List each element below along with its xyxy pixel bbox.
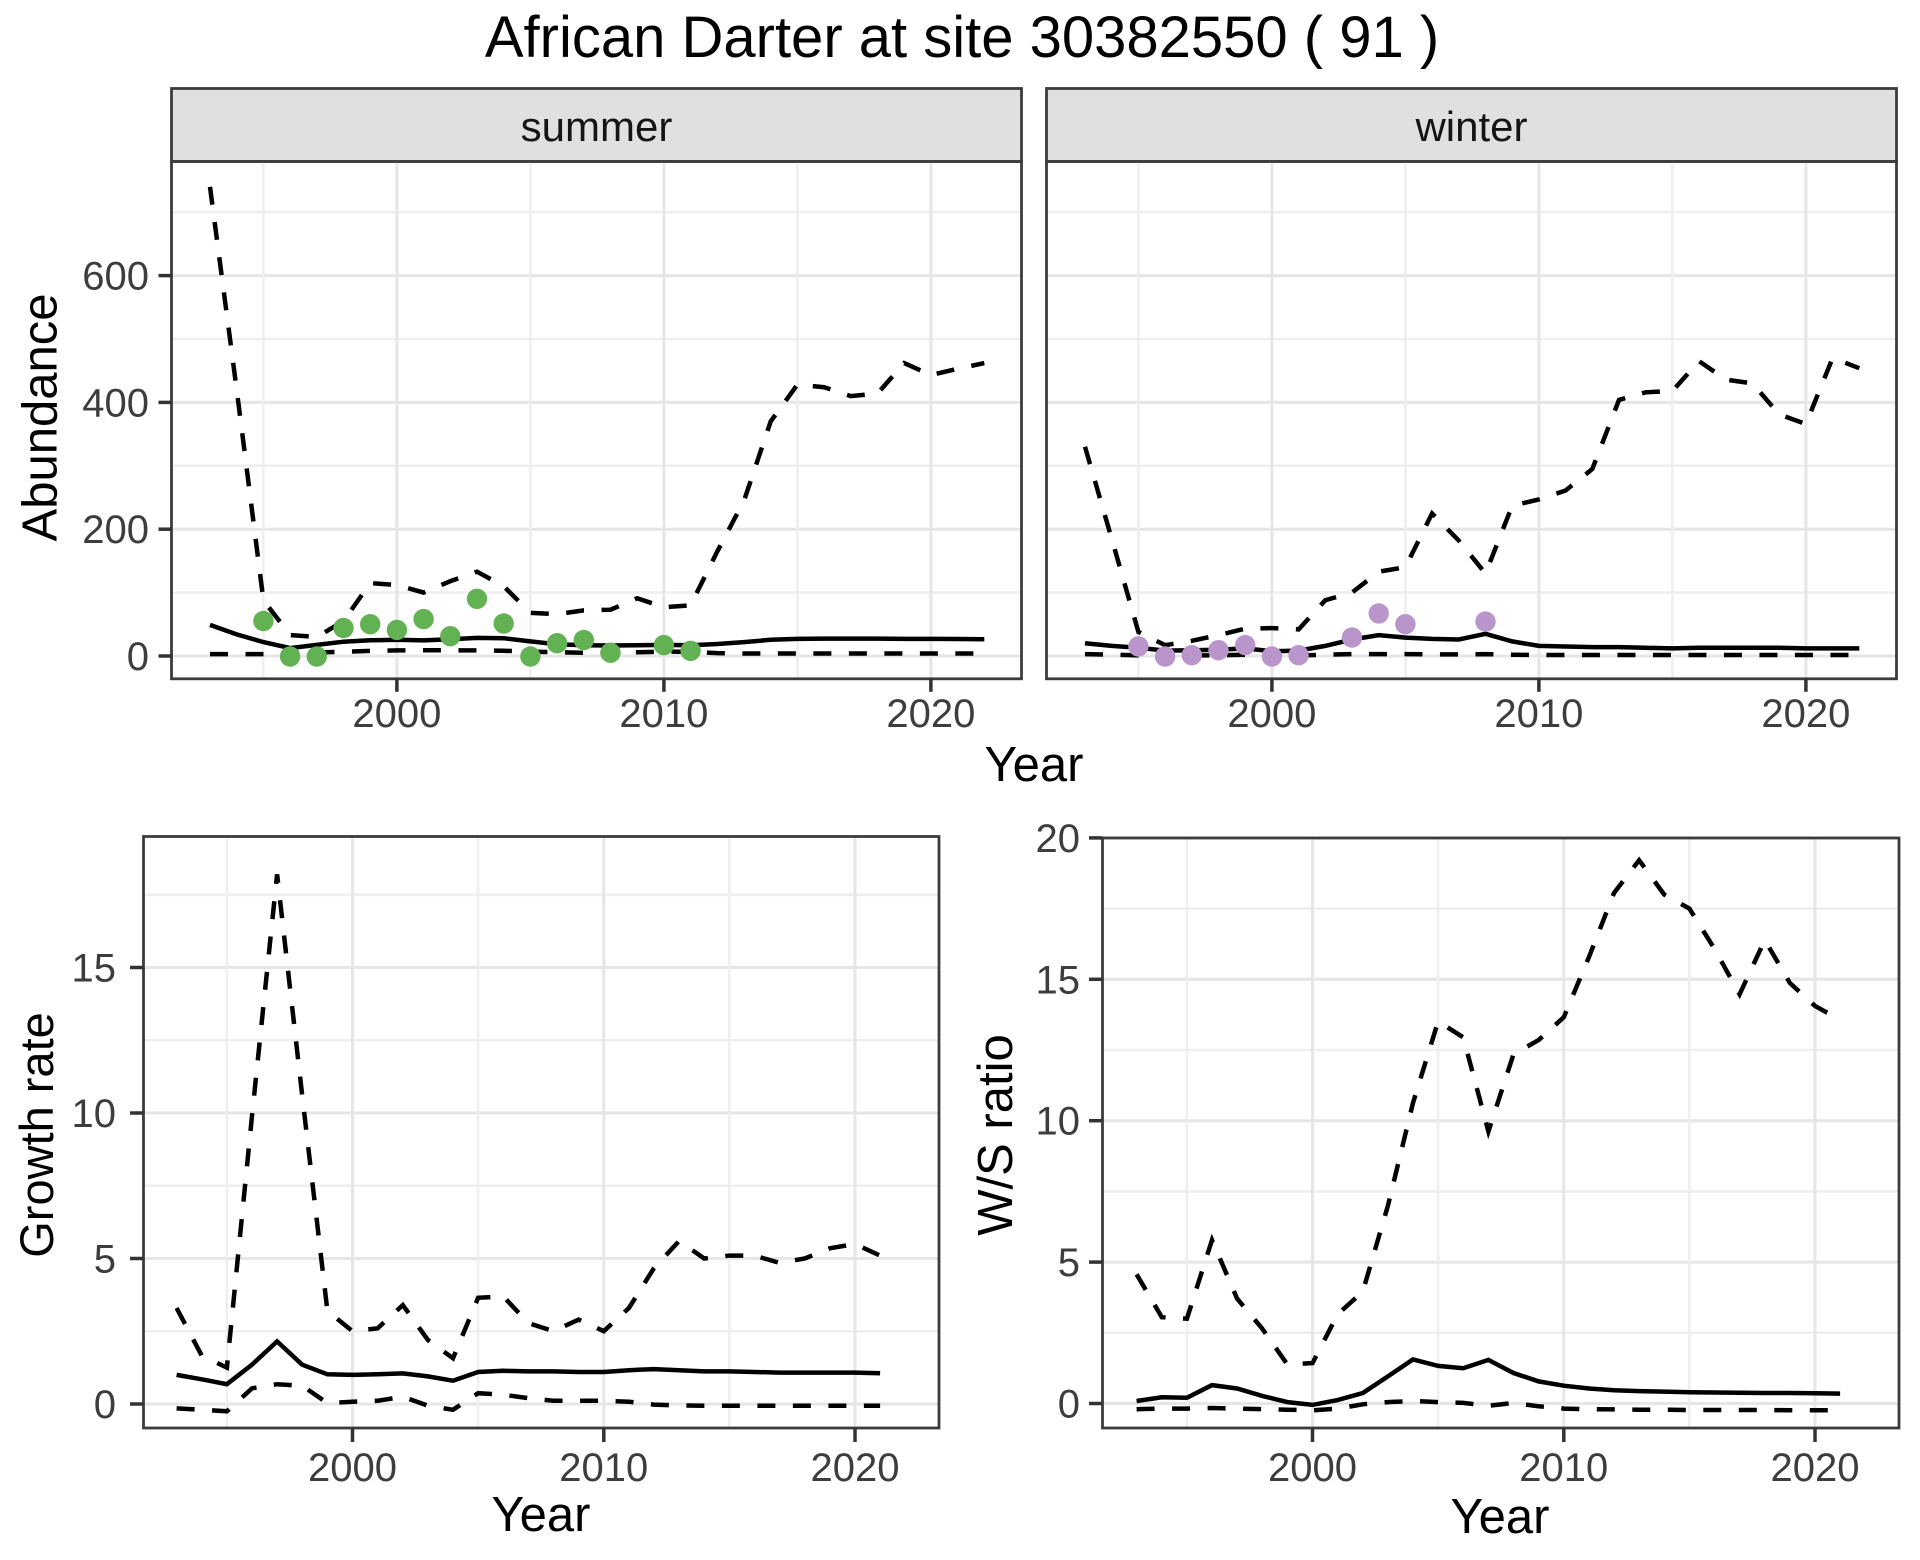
svg-text:Year: Year <box>1450 1490 1549 1544</box>
svg-text:2020: 2020 <box>1761 692 1850 736</box>
svg-text:Year: Year <box>491 1488 590 1542</box>
svg-text:2000: 2000 <box>352 692 441 736</box>
svg-text:10: 10 <box>1036 1100 1081 1144</box>
svg-text:2010: 2010 <box>619 692 708 736</box>
svg-text:0: 0 <box>94 1383 116 1427</box>
svg-text:5: 5 <box>94 1238 116 1282</box>
svg-text:2000: 2000 <box>308 1446 397 1490</box>
svg-text:W/S ratio: W/S ratio <box>969 1034 1023 1235</box>
svg-text:600: 600 <box>82 255 149 299</box>
svg-text:2020: 2020 <box>811 1446 900 1490</box>
svg-text:2010: 2010 <box>559 1446 648 1490</box>
svg-text:0: 0 <box>127 635 149 679</box>
svg-text:2000: 2000 <box>1268 1446 1357 1490</box>
svg-text:10: 10 <box>72 1092 117 1136</box>
svg-text:Abundance: Abundance <box>14 294 68 542</box>
svg-text:winter: winter <box>1414 103 1527 150</box>
svg-text:2000: 2000 <box>1227 692 1316 736</box>
svg-text:0: 0 <box>1058 1383 1080 1427</box>
svg-text:Year: Year <box>984 738 1083 792</box>
svg-text:African Darter at site 3038255: African Darter at site 30382550 ( 91 ) <box>485 5 1439 70</box>
svg-text:400: 400 <box>82 381 149 425</box>
svg-text:summer: summer <box>521 103 673 150</box>
svg-text:2020: 2020 <box>1771 1446 1860 1490</box>
svg-text:2010: 2010 <box>1494 692 1583 736</box>
svg-text:15: 15 <box>72 947 117 991</box>
svg-text:5: 5 <box>1058 1241 1080 1285</box>
svg-text:200: 200 <box>82 508 149 552</box>
svg-text:15: 15 <box>1036 958 1081 1002</box>
svg-text:2020: 2020 <box>886 692 975 736</box>
svg-text:20: 20 <box>1036 817 1081 861</box>
svg-text:Growth rate: Growth rate <box>10 1012 63 1258</box>
svg-text:2010: 2010 <box>1519 1446 1608 1490</box>
